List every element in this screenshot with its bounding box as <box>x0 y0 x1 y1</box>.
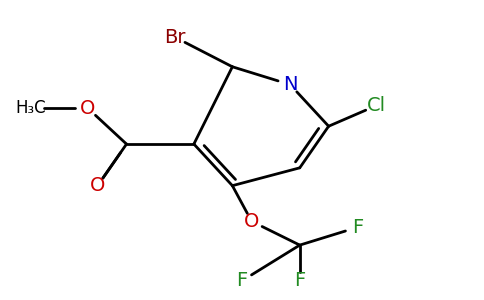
Text: O: O <box>80 99 96 118</box>
Text: Cl: Cl <box>367 96 386 115</box>
Text: F: F <box>236 271 248 290</box>
Text: Br: Br <box>164 28 185 46</box>
Text: O: O <box>90 176 106 195</box>
Text: H₃C: H₃C <box>15 99 45 117</box>
Text: F: F <box>352 218 363 237</box>
Text: F: F <box>294 271 305 290</box>
Text: N: N <box>283 75 297 94</box>
Text: O: O <box>244 212 259 231</box>
